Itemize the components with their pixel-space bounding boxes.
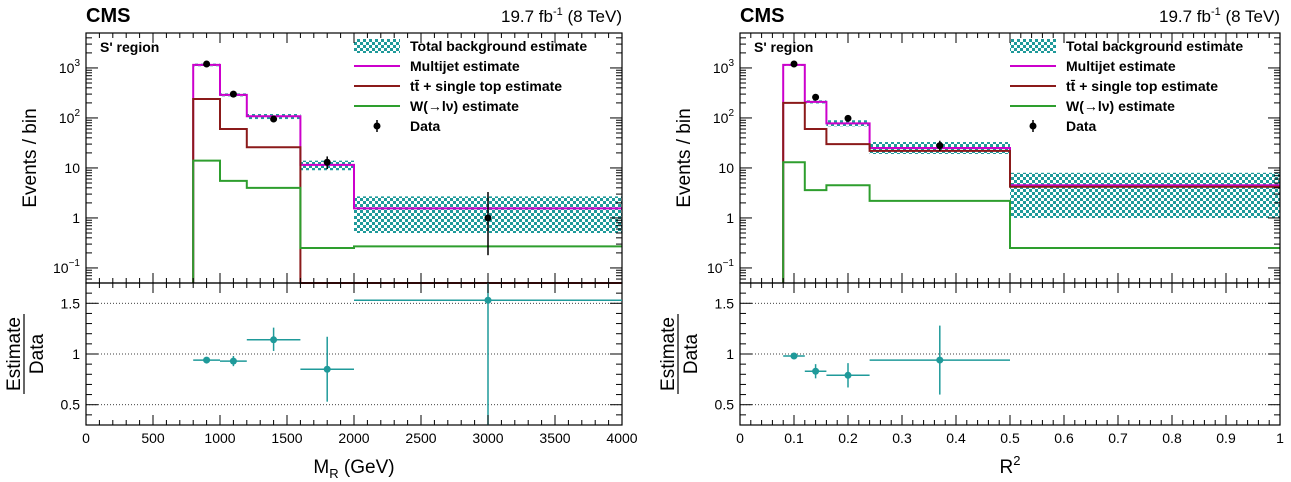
chart-panel-2: CMS 19.7 fb-1 (8 TeV)10−1110102103Events …	[658, 5, 1284, 478]
ratio-tick-label: 1	[72, 346, 80, 362]
legend-swatch	[1010, 39, 1056, 53]
ratio-tick-label: 1	[726, 346, 734, 362]
data-point	[270, 115, 278, 123]
x-tick-label: 2500	[405, 430, 436, 446]
x-tick-label: 0	[82, 430, 90, 446]
series-line-3	[782, 161, 1280, 283]
data-point	[812, 93, 820, 101]
ratio-y-axis-label: Estimate Data	[658, 314, 702, 394]
x-tick-label: 0.4	[946, 430, 966, 446]
data-point	[229, 90, 237, 98]
x-tick-label: 4000	[606, 430, 637, 446]
legend-swatch	[354, 39, 400, 53]
region-label: S' region	[754, 39, 813, 55]
legend-swatch	[1029, 122, 1037, 130]
legend-label: W(→lν) estimate	[1066, 98, 1175, 114]
band-bin	[1010, 172, 1280, 218]
legend-label: Data	[1066, 118, 1097, 134]
legend-label: tt̄ + single top estimate	[1066, 78, 1218, 94]
ratio-point	[229, 357, 237, 365]
x-axis-label: MR (GeV)	[313, 457, 394, 481]
x-tick-label: 0.6	[1054, 430, 1074, 446]
series-line-1	[192, 63, 622, 283]
cms-label: CMS	[740, 5, 784, 27]
ratio-tick-label: 1.5	[61, 295, 81, 311]
y-tick-label: 102	[59, 108, 81, 126]
x-axis-label: R2	[1000, 453, 1021, 478]
legend-label: Total background estimate	[410, 38, 587, 54]
x-tick-label: 0.5	[1000, 430, 1020, 446]
ratio-tick-label: 1.5	[715, 295, 735, 311]
data-point	[844, 114, 852, 122]
ratio-tick-label: 0.5	[61, 397, 81, 413]
ratio-point	[323, 365, 331, 373]
ratio-denominator: Data	[681, 334, 702, 375]
data-point	[323, 158, 331, 166]
data-point	[484, 214, 492, 222]
x-tick-label: 3000	[472, 430, 503, 446]
x-tick-label: 1000	[204, 430, 235, 446]
series-line-3	[192, 159, 622, 283]
cms-label: CMS	[86, 5, 130, 27]
y-tick-label: 10	[64, 160, 80, 176]
x-tick-label: 1500	[271, 430, 302, 446]
y-tick-label: 10−1	[53, 258, 80, 276]
ratio-tick-label: 0.5	[715, 397, 735, 413]
legend-label: Total background estimate	[1066, 38, 1243, 54]
luminosity-label: 19.7 fb-1 (8 TeV)	[501, 6, 622, 26]
ratio-point	[936, 356, 944, 364]
x-tick-label: 3500	[539, 430, 570, 446]
ratio-point	[812, 367, 820, 375]
ratio-point	[790, 352, 798, 360]
y-tick-label: 103	[713, 58, 735, 76]
x-tick-label: 1	[1276, 430, 1284, 446]
legend-label: Multijet estimate	[410, 58, 520, 74]
y-tick-label: 102	[713, 108, 735, 126]
x-tick-label: 0.1	[784, 430, 804, 446]
ratio-y-axis-label: Estimate Data	[4, 314, 48, 394]
data-point	[203, 60, 211, 68]
x-tick-label: 2000	[338, 430, 369, 446]
region-label: S' region	[100, 39, 159, 55]
luminosity-label: 19.7 fb-1 (8 TeV)	[1159, 6, 1280, 26]
y-tick-label: 1	[726, 210, 734, 226]
legend-label: W(→lν) estimate	[410, 98, 519, 114]
y-tick-label: 1	[72, 210, 80, 226]
legend-label: tt̄ + single top estimate	[410, 78, 562, 94]
data-point	[936, 142, 944, 150]
series-line-2	[782, 101, 1280, 283]
x-tick-label: 500	[141, 430, 165, 446]
ratio-point	[270, 336, 278, 344]
legend-label: Multijet estimate	[1066, 58, 1176, 74]
x-tick-label: 0	[736, 430, 744, 446]
y-tick-label: 10−1	[707, 258, 734, 276]
ratio-denominator: Data	[27, 334, 48, 375]
legend-label: Data	[410, 118, 441, 134]
ratio-point	[844, 371, 852, 379]
y-axis-label: Events / bin	[674, 108, 695, 207]
y-tick-label: 103	[59, 58, 81, 76]
chart-panel-1: CMS 19.7 fb-1 (8 TeV)10−1110102103Events …	[4, 5, 638, 481]
x-tick-label: 0.3	[892, 430, 912, 446]
ratio-point	[484, 296, 492, 304]
x-tick-label: 0.7	[1108, 430, 1128, 446]
legend-swatch	[373, 122, 381, 130]
ratio-numerator: Estimate	[658, 317, 679, 391]
data-point	[790, 60, 798, 68]
y-tick-label: 10	[718, 160, 734, 176]
ratio-numerator: Estimate	[4, 317, 25, 391]
x-tick-label: 0.9	[1216, 430, 1236, 446]
x-tick-label: 0.8	[1162, 430, 1182, 446]
x-tick-label: 0.2	[838, 430, 858, 446]
y-axis-label: Events / bin	[20, 108, 41, 207]
series-line-2	[192, 97, 622, 284]
ratio-point	[203, 356, 211, 364]
